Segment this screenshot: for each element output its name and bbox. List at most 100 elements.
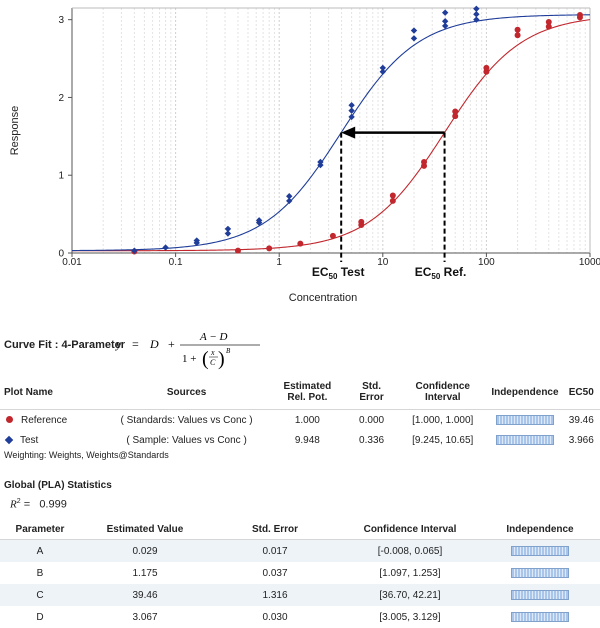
std-error-cell: 0.030 bbox=[262, 611, 288, 623]
r2-equals: = bbox=[23, 498, 31, 511]
data-point bbox=[473, 16, 480, 23]
table-row[interactable]: D 3.067 0.030 [3.005, 3.129] bbox=[0, 606, 600, 628]
fit-curve-reference bbox=[72, 19, 591, 252]
table-row[interactable]: B 1.175 0.037 [1.097, 1.253] bbox=[0, 562, 600, 584]
col-sources: Sources bbox=[103, 375, 270, 410]
results-header-row: Plot Name Sources Estimated Rel. Pot. St… bbox=[0, 375, 600, 410]
data-point bbox=[224, 225, 232, 233]
ec50-test-label: EC50 Test bbox=[312, 265, 365, 281]
std-error-cell: 0.000 bbox=[359, 414, 385, 426]
data-point bbox=[483, 64, 490, 71]
value-cell: 39.46 bbox=[80, 584, 210, 606]
data-point bbox=[297, 240, 304, 247]
y-axis-title: Response bbox=[9, 106, 21, 156]
plot-area bbox=[72, 8, 590, 253]
col-std-error: Std. Error bbox=[210, 519, 340, 540]
independence-bar bbox=[495, 434, 554, 445]
data-point bbox=[514, 32, 521, 39]
ec50-ref-label: EC50 Ref. bbox=[415, 265, 467, 281]
data-point bbox=[379, 68, 386, 75]
dose-response-chart: EC50 Test EC50 Ref. 0.01 0.1 1 10 100 1000 0 1 2 3… bbox=[9, 5, 600, 304]
data-point bbox=[234, 247, 241, 254]
data-point bbox=[329, 232, 336, 239]
curve-fit-label: Curve Fit : 4-Parameter bbox=[4, 339, 126, 351]
std-error-cell: 1.316 bbox=[210, 584, 340, 606]
test-marker-icon bbox=[4, 435, 14, 445]
data-point bbox=[410, 35, 418, 42]
eq-numerator: A − D bbox=[199, 332, 227, 343]
ec50-cell: 3.966 bbox=[568, 434, 594, 446]
source-cell: ( Standards: Values vs Conc ) bbox=[120, 414, 253, 426]
eq-denominator: 1 + bbox=[182, 353, 196, 365]
independence-bar bbox=[495, 414, 554, 425]
x-tick-label: 0.1 bbox=[169, 257, 183, 268]
x-tick-label: 0.01 bbox=[62, 257, 82, 268]
y-tick-label: 0 bbox=[58, 249, 64, 260]
results-table: Plot Name Sources Estimated Rel. Pot. St… bbox=[0, 375, 600, 450]
param-cell: C bbox=[0, 584, 80, 606]
x-axis-title: Concentration bbox=[289, 292, 358, 304]
data-point bbox=[441, 9, 449, 16]
ci-cell: [1.097, 1.253] bbox=[379, 567, 441, 579]
data-point bbox=[255, 217, 263, 224]
std-error-cell: 0.037 bbox=[262, 567, 288, 579]
data-point bbox=[545, 19, 552, 25]
eq-y: y bbox=[115, 337, 122, 351]
table-row[interactable]: C 39.46 1.316 [36.70, 42.21] bbox=[0, 584, 600, 606]
data-point bbox=[348, 102, 355, 109]
data-point bbox=[224, 230, 232, 237]
ci-cell: [36.70, 42.21] bbox=[340, 584, 480, 606]
col-confidence-interval: Confidence Interval bbox=[398, 375, 488, 410]
col-parameter: Parameter bbox=[0, 519, 80, 540]
y-tick-label: 1 bbox=[58, 171, 64, 182]
rel-pot-cell: 1.000 bbox=[294, 414, 320, 426]
eq-equals: = bbox=[132, 337, 139, 351]
source-cell: ( Sample: Values vs Conc ) bbox=[126, 434, 247, 446]
data-point bbox=[473, 11, 480, 18]
data-point bbox=[389, 197, 396, 204]
value-cell: 0.029 bbox=[80, 539, 210, 562]
parameter-table: Parameter Estimated Value Std. Error Con… bbox=[0, 519, 600, 628]
curve-fit-section: Curve Fit : 4-Parameter y = D + A − D 1 … bbox=[4, 332, 304, 376]
data-point bbox=[317, 158, 324, 166]
r2-symbol: R bbox=[10, 498, 17, 511]
fit-curve-test bbox=[71, 14, 591, 252]
data-point bbox=[410, 27, 418, 34]
y-tick-label: 3 bbox=[58, 15, 64, 26]
table-row[interactable]: Reference ( Standards: Values vs Conc ) … bbox=[0, 410, 600, 431]
data-point bbox=[441, 22, 449, 30]
data-point bbox=[266, 245, 273, 252]
plot-name-cell: Reference bbox=[0, 410, 103, 431]
data-point bbox=[576, 12, 583, 18]
independence-cell bbox=[480, 562, 600, 584]
data-point bbox=[286, 197, 293, 205]
weighting-note: Weighting: Weights, Weights@Standards bbox=[4, 450, 169, 460]
table-row[interactable]: A 0.029 0.017 [-0.008, 0.065] bbox=[0, 539, 600, 562]
eq-b: B bbox=[226, 347, 231, 355]
eq-paren-open: ( bbox=[202, 348, 209, 370]
col-plot-name: Plot Name bbox=[0, 375, 104, 410]
parameter-header-row: Parameter Estimated Value Std. Error Con… bbox=[0, 519, 600, 540]
x-tick-label: 10 bbox=[377, 257, 389, 268]
col-std-error: Std. Error bbox=[344, 375, 399, 410]
data-point bbox=[514, 26, 521, 33]
independence-cell bbox=[487, 410, 562, 431]
data-point bbox=[131, 247, 138, 254]
independence-cell bbox=[480, 539, 600, 562]
rel-pot-cell: 9.948 bbox=[294, 434, 320, 446]
ci-cell: [-0.008, 0.065] bbox=[340, 539, 480, 562]
eq-paren-close: ) bbox=[218, 348, 225, 370]
data-point bbox=[348, 107, 355, 114]
param-cell: B bbox=[36, 567, 44, 579]
param-cell: D bbox=[36, 611, 44, 623]
col-ec50: EC50 bbox=[562, 375, 600, 410]
plot-name: Test bbox=[20, 434, 39, 446]
data-point bbox=[545, 23, 552, 30]
value-cell: 3.067 bbox=[132, 611, 158, 623]
ci-cell: [9.245, 10.65] bbox=[412, 434, 474, 446]
y-tick-label: 2 bbox=[58, 93, 64, 104]
col-rel-pot: Estimated Rel. Pot. bbox=[269, 375, 345, 410]
table-row[interactable]: Test ( Sample: Values vs Conc ) 9.948 0.… bbox=[0, 430, 600, 450]
data-point bbox=[441, 18, 449, 25]
shift-arrow-head bbox=[341, 126, 356, 139]
